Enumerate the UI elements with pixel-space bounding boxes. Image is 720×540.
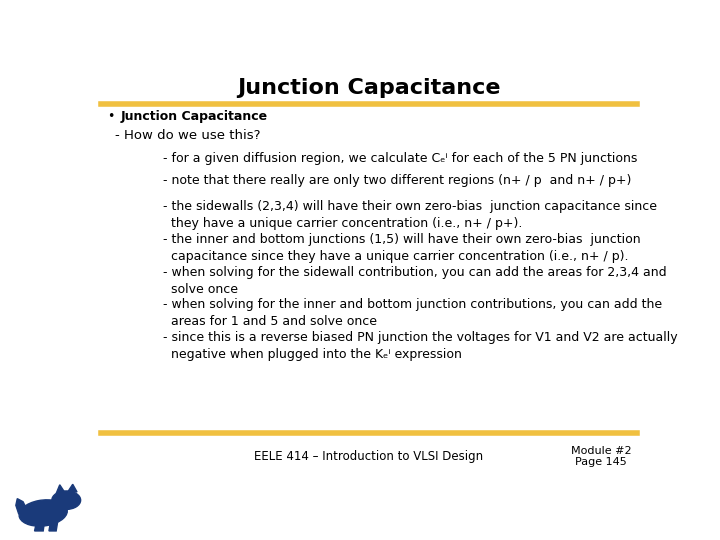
Polygon shape (68, 484, 77, 492)
Ellipse shape (19, 500, 67, 526)
Ellipse shape (52, 491, 81, 509)
Text: - when solving for the inner and bottom junction contributions, you can add the
: - when solving for the inner and bottom … (163, 298, 662, 328)
Polygon shape (56, 485, 65, 494)
Text: - when solving for the sidewall contribution, you can add the areas for 2,3,4 an: - when solving for the sidewall contribu… (163, 266, 666, 296)
Text: - the inner and bottom junctions (1,5) will have their own zero-bias  junction
 : - the inner and bottom junctions (1,5) w… (163, 233, 640, 263)
Text: EELE 414 – Introduction to VLSI Design: EELE 414 – Introduction to VLSI Design (254, 450, 484, 463)
Polygon shape (35, 521, 45, 531)
Text: •: • (107, 110, 114, 123)
Text: - note that there really are only two different regions (n+ / p  and n+ / p+): - note that there really are only two di… (163, 174, 631, 187)
Text: - the sidewalls (2,3,4) will have their own zero-bias  junction capacitance sinc: - the sidewalls (2,3,4) will have their … (163, 200, 657, 230)
Text: Junction Capacitance: Junction Capacitance (121, 110, 268, 123)
Text: Junction Capacitance: Junction Capacitance (238, 78, 500, 98)
Text: - since this is a reverse biased PN junction the voltages for V1 and V2 are actu: - since this is a reverse biased PN junc… (163, 331, 678, 361)
Polygon shape (49, 522, 58, 531)
Text: Module #2
Page 145: Module #2 Page 145 (571, 446, 631, 467)
Text: - for a given diffusion region, we calculate Cₑⁱ for each of the 5 PN junctions: - for a given diffusion region, we calcu… (163, 152, 637, 165)
Text: - How do we use this?: - How do we use this? (115, 129, 261, 142)
Polygon shape (16, 498, 27, 514)
